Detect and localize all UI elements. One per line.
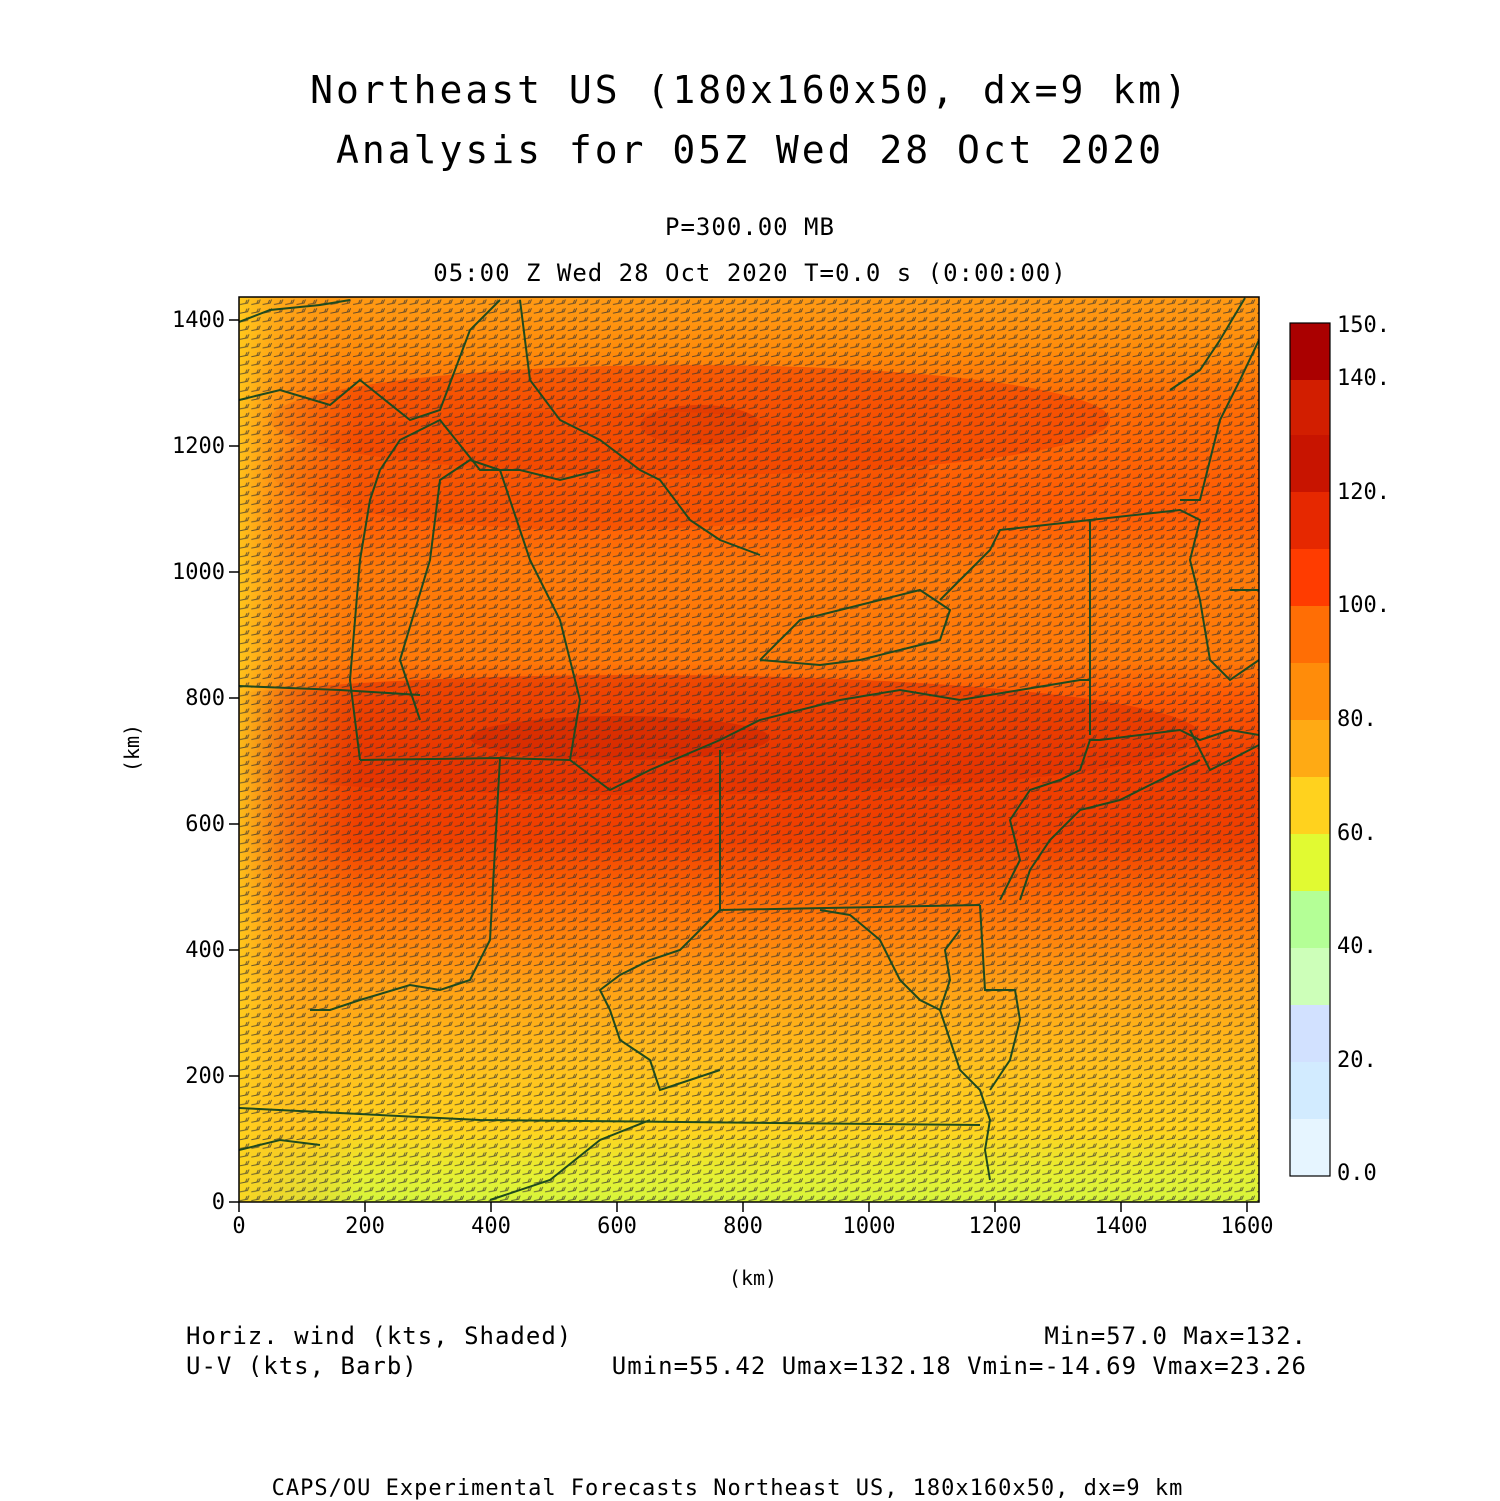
x-tick-label: 0 (232, 1214, 246, 1239)
colorbar-label: 140. (1337, 366, 1390, 391)
y-tick-label: 1200 (172, 434, 225, 459)
y-tick-label: 800 (185, 686, 225, 711)
footer-credit: CAPS/OU Experimental Forecasts Northeast… (271, 1476, 1184, 1501)
field-description: Horiz. wind (kts, Shaded) (186, 1322, 573, 1350)
x-tick-label: 800 (723, 1214, 763, 1239)
x-tick-label: 1000 (842, 1214, 896, 1239)
x-tick-label: 600 (597, 1214, 637, 1239)
colorbar-label: 100. (1337, 593, 1390, 618)
colorbar-swatch (1290, 663, 1330, 720)
y-tick-label: 1400 (172, 308, 225, 333)
axis-ticks (229, 319, 1248, 1212)
y-tick-label: 1000 (172, 560, 225, 585)
y-tick-label: 0 (211, 1190, 225, 1215)
colorbar-swatch (1290, 1119, 1330, 1176)
colorbar-label: 20. (1337, 1048, 1377, 1073)
y-tick-label: 400 (185, 938, 225, 963)
y-axis-label: (km) (120, 723, 144, 773)
colorbar-swatch (1290, 948, 1330, 1005)
colorbar-swatch (1290, 606, 1330, 663)
colorbar-swatch (1290, 492, 1330, 549)
colorbar-swatch (1290, 435, 1330, 492)
y-tick-label: 200 (185, 1064, 225, 1089)
x-tick-label: 1200 (968, 1214, 1022, 1239)
colorbar-swatch (1290, 720, 1330, 777)
colorbar-swatch (1290, 380, 1330, 435)
colorbar-swatch (1290, 549, 1330, 606)
colorbar-swatch (1290, 891, 1330, 948)
uv-min-max: Umin=55.42 Umax=132.18 Vmin=-14.69 Vmax=… (611, 1352, 1307, 1380)
y-tick-label: 600 (185, 812, 225, 837)
colorbar-swatch (1290, 323, 1330, 380)
colorbar-swatch (1290, 834, 1330, 891)
x-axis-label: (km) (728, 1266, 778, 1290)
barb-description: U-V (kts, Barb) (186, 1352, 418, 1380)
colorbar-label: 150. (1337, 313, 1390, 338)
x-tick-label: 1400 (1094, 1214, 1148, 1239)
plot-frame (238, 296, 1260, 1203)
wind-speed-shading (239, 297, 1259, 1202)
pressure-level: P=300.00 MB (665, 213, 835, 241)
title-line-1: Northeast US (180x160x50, dx=9 km) (310, 68, 1190, 112)
colorbar-swatch (1290, 777, 1330, 834)
x-tick-label: 1600 (1220, 1214, 1274, 1239)
colorbar-label: 60. (1337, 821, 1377, 846)
colorbar-label: 120. (1337, 480, 1390, 505)
valid-time: 05:00 Z Wed 28 Oct 2020 T=0.0 s (0:00:00… (433, 259, 1067, 287)
title-line-2: Analysis for 05Z Wed 28 Oct 2020 (335, 128, 1165, 172)
field-min-max: Min=57.0 Max=132. (1044, 1322, 1307, 1350)
colorbar-label: 0.0 (1337, 1161, 1377, 1186)
colorbar-label: 40. (1337, 934, 1377, 959)
colorbar-swatch (1290, 1005, 1330, 1062)
x-tick-label: 400 (471, 1214, 511, 1239)
colorbar (1289, 322, 1331, 1177)
colorbar-swatch (1290, 1062, 1330, 1119)
x-tick-label: 200 (345, 1214, 385, 1239)
state-boundaries (239, 297, 1259, 1201)
colorbar-label: 80. (1337, 707, 1377, 732)
